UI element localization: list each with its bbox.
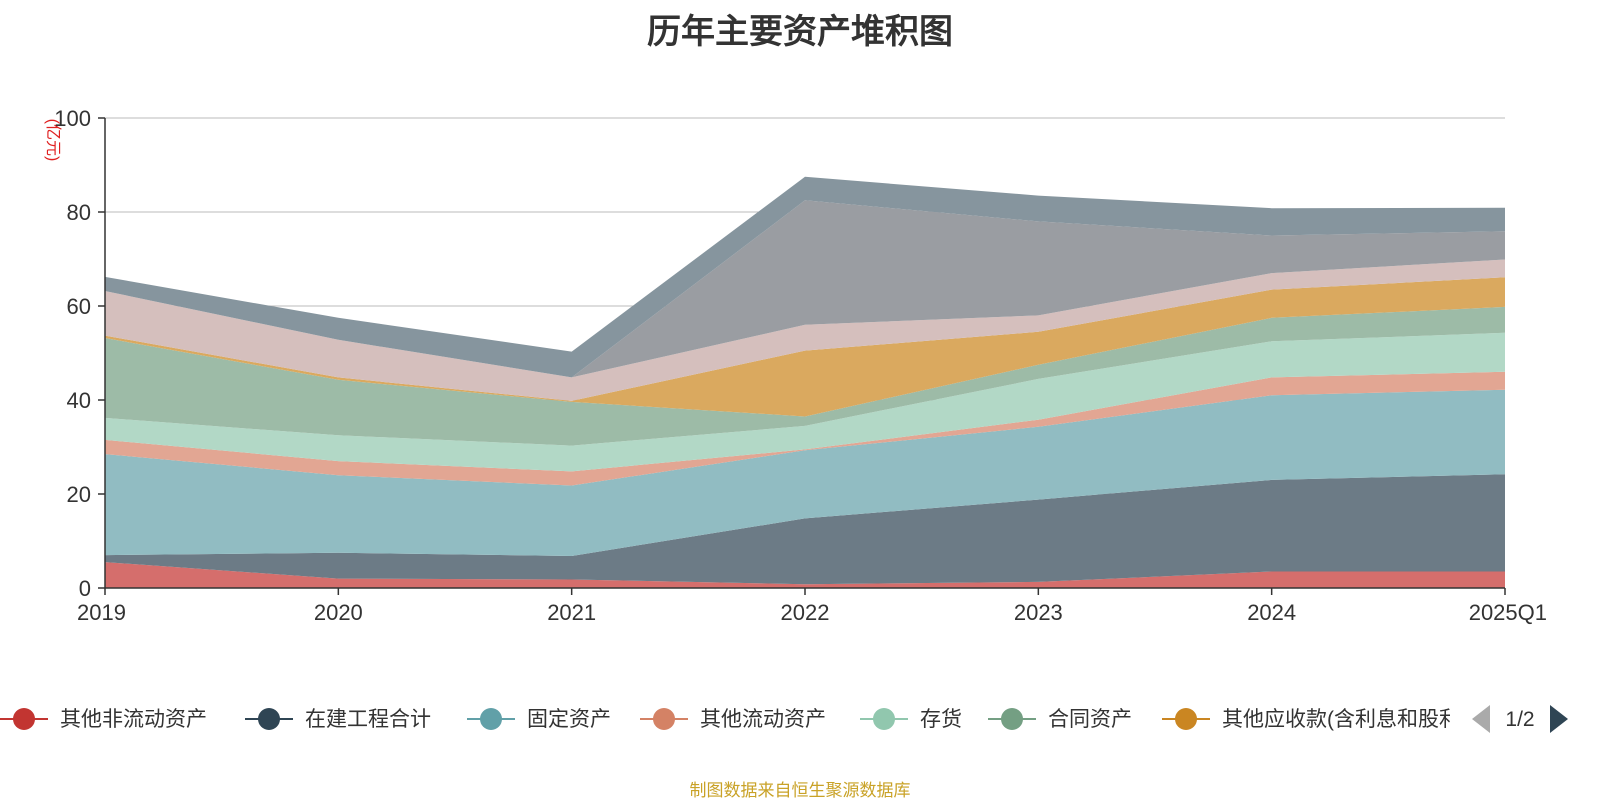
legend-label-4: 存货 xyxy=(920,708,962,731)
x-tick-label-1: 2020 xyxy=(314,600,363,625)
area-series-2 xyxy=(105,389,1505,556)
area-series-5 xyxy=(105,306,1505,446)
x-tick-label-3: 2022 xyxy=(781,600,830,625)
legend-page-indicator: 1/2 xyxy=(1505,708,1534,731)
area-series-8 xyxy=(105,200,1505,378)
legend-prev-page-icon[interactable] xyxy=(1472,705,1490,733)
area-series-0 xyxy=(105,562,1505,588)
legend-marker-icon-3 xyxy=(653,708,675,730)
area-series-9 xyxy=(105,176,1505,378)
legend-marker-icon-0 xyxy=(13,708,35,730)
chart-title: 历年主要资产堆积图 xyxy=(647,13,953,51)
legend-marker-icon-2 xyxy=(480,708,502,730)
y-tick-label-60: 60 xyxy=(67,294,91,319)
legend-next-page-icon[interactable] xyxy=(1550,705,1568,733)
legend-item-3[interactable]: 其他流动资产 xyxy=(640,708,826,731)
y-tick-label-0: 0 xyxy=(79,576,91,601)
stacked-areas xyxy=(105,176,1505,588)
x-tick-label-6: 2025Q1 xyxy=(1469,600,1547,625)
tick-labels: 0 20 40 60 80 100 2019 2020 2021 2022 2023 2024 2025… xyxy=(54,106,1547,625)
legend-label-5: 合同资产 xyxy=(1048,708,1132,731)
area-series-1 xyxy=(105,474,1505,585)
y-tick-label-40: 40 xyxy=(67,388,91,413)
y-axis-unit: (亿元) xyxy=(44,119,62,162)
area-series-7 xyxy=(105,259,1505,401)
area-series-3 xyxy=(105,371,1505,486)
area-series-4 xyxy=(105,332,1505,472)
legend-item-0[interactable]: 其他非流动资产 xyxy=(0,708,207,731)
y-tick-label-20: 20 xyxy=(67,482,91,507)
legend-item-4[interactable]: 存货 xyxy=(860,708,962,731)
legend-item-2[interactable]: 固定资产 xyxy=(467,708,611,731)
source-note: 制图数据来自恒生聚源数据库 xyxy=(689,781,911,800)
x-tick-label-5: 2024 xyxy=(1247,600,1296,625)
legend-label-0: 其他非流动资产 xyxy=(60,708,207,731)
legend-label-6: 其他应收款(含利息和股利) xyxy=(1222,708,1467,731)
legend-item-6[interactable]: 其他应收款(含利息和股利) xyxy=(1162,708,1467,731)
y-tick-label-100: 100 xyxy=(54,106,91,131)
x-tick-label-0: 2019 xyxy=(77,600,126,625)
legend-marker-icon-6 xyxy=(1175,708,1197,730)
legend-marker-icon-1 xyxy=(258,708,280,730)
legend-label-1: 在建工程合计 xyxy=(305,708,431,731)
legend-label-3: 其他流动资产 xyxy=(700,708,826,731)
legend-label-2: 固定资产 xyxy=(527,708,611,731)
legend-item-1[interactable]: 在建工程合计 xyxy=(245,708,431,731)
x-tick-label-4: 2023 xyxy=(1014,600,1063,625)
y-tick-label-80: 80 xyxy=(67,200,91,225)
legend-item-5[interactable]: 合同资产 xyxy=(988,708,1132,731)
x-tick-label-2: 2021 xyxy=(547,600,596,625)
legend-marker-icon-5 xyxy=(1001,708,1023,730)
legend: 其他非流动资产 在建工程合计 固定资产 其他流动资产 存货 合同资产 其他应收款(含利息和股… xyxy=(0,705,1568,733)
legend-marker-icon-4 xyxy=(873,708,895,730)
area-series-6 xyxy=(105,277,1505,417)
